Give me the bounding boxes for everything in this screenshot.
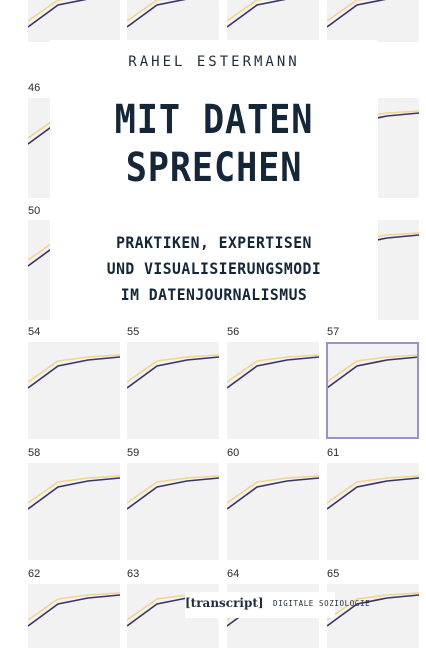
trend-line-dark: [127, 0, 187, 28]
trend-line-dark: [28, 356, 120, 389]
trend-line-light: [227, 0, 264, 22]
chart-panel: [327, 463, 419, 560]
chart-panel: [28, 584, 120, 648]
trend-line-dark: [327, 477, 419, 510]
trend-line-dark: [28, 0, 88, 28]
subtitle-line-2: UND VISUALISIERUNGSMODI: [106, 259, 322, 278]
trend-line-dark: [227, 477, 319, 510]
trend-line-dark: [227, 356, 319, 389]
chart-panel: [28, 342, 120, 439]
title-line-2: SPRECHEN: [125, 145, 303, 191]
panel-number: 62: [28, 568, 41, 580]
subtitle-line-1: PRAKTIKEN, EXPERTISEN: [116, 233, 312, 252]
trend-line-light: [127, 475, 219, 504]
chart-panel: [28, 0, 120, 42]
author-name: RAHEL ESTERMANN: [128, 54, 300, 70]
subtitle-line-3: IM DATENJOURNALISMUS: [120, 285, 308, 304]
trend-line-light: [127, 0, 164, 22]
trend-line-light: [127, 354, 219, 383]
panel-number: 57: [327, 326, 340, 338]
trend-line-light: [227, 354, 319, 383]
panel-number: 61: [327, 447, 340, 459]
book-title: MIT DATEN SPRECHEN: [70, 96, 359, 192]
title-card: RAHEL ESTERMANN MIT DATEN SPRECHEN PRAKT…: [50, 40, 378, 321]
chart-panel: [327, 0, 419, 42]
book-subtitle: PRAKTIKEN, EXPERTISEN UND VISUALISIERUNG…: [45, 230, 384, 308]
trend-line-light: [327, 475, 419, 504]
panel-number: 46: [28, 82, 41, 94]
trend-line-dark: [127, 356, 219, 389]
panel-number: 55: [127, 326, 140, 338]
chart-panel: [28, 463, 120, 560]
panel-number: 56: [227, 326, 240, 338]
trend-line-light: [327, 0, 364, 22]
panel-number: 63: [127, 568, 140, 580]
chart-panel: [227, 342, 319, 439]
trend-line-light: [327, 354, 419, 383]
chart-panel: [127, 463, 219, 560]
highlighted-panel-frame: [326, 342, 419, 439]
trend-line-dark: [28, 594, 120, 627]
trend-line-dark: [327, 356, 419, 389]
panel-number: 65: [327, 568, 340, 580]
trend-line-light: [28, 592, 120, 621]
chart-panel: [227, 0, 319, 42]
publisher-band: [transcript] DIGITALE SOZIOLOGIE: [185, 592, 370, 618]
series-name: DIGITALE SOZIOLOGIE: [273, 599, 371, 608]
panel-number: 58: [28, 447, 41, 459]
trend-line-dark: [127, 477, 219, 510]
panel-number: 50: [28, 205, 41, 217]
trend-line-light: [227, 475, 319, 504]
panel-number: 64: [227, 568, 240, 580]
chart-panel: [127, 0, 219, 42]
trend-line-light: [28, 0, 65, 22]
trend-line-dark: [327, 0, 387, 28]
trend-line-light: [28, 354, 120, 383]
panel-number: 54: [28, 326, 41, 338]
chart-panel: [327, 342, 419, 439]
trend-line-dark: [227, 0, 287, 28]
trend-line-light: [327, 592, 419, 621]
panel-number: 59: [127, 447, 140, 459]
trend-line-dark: [327, 594, 419, 627]
trend-line-dark: [28, 477, 120, 510]
chart-panel: [227, 463, 319, 560]
panel-number: 60: [227, 447, 240, 459]
publisher-logo: [transcript]: [185, 596, 264, 610]
chart-panel: [127, 342, 219, 439]
trend-line-light: [28, 475, 120, 504]
chart-panel: [327, 584, 419, 648]
title-line-1: MIT DATEN: [114, 97, 314, 143]
